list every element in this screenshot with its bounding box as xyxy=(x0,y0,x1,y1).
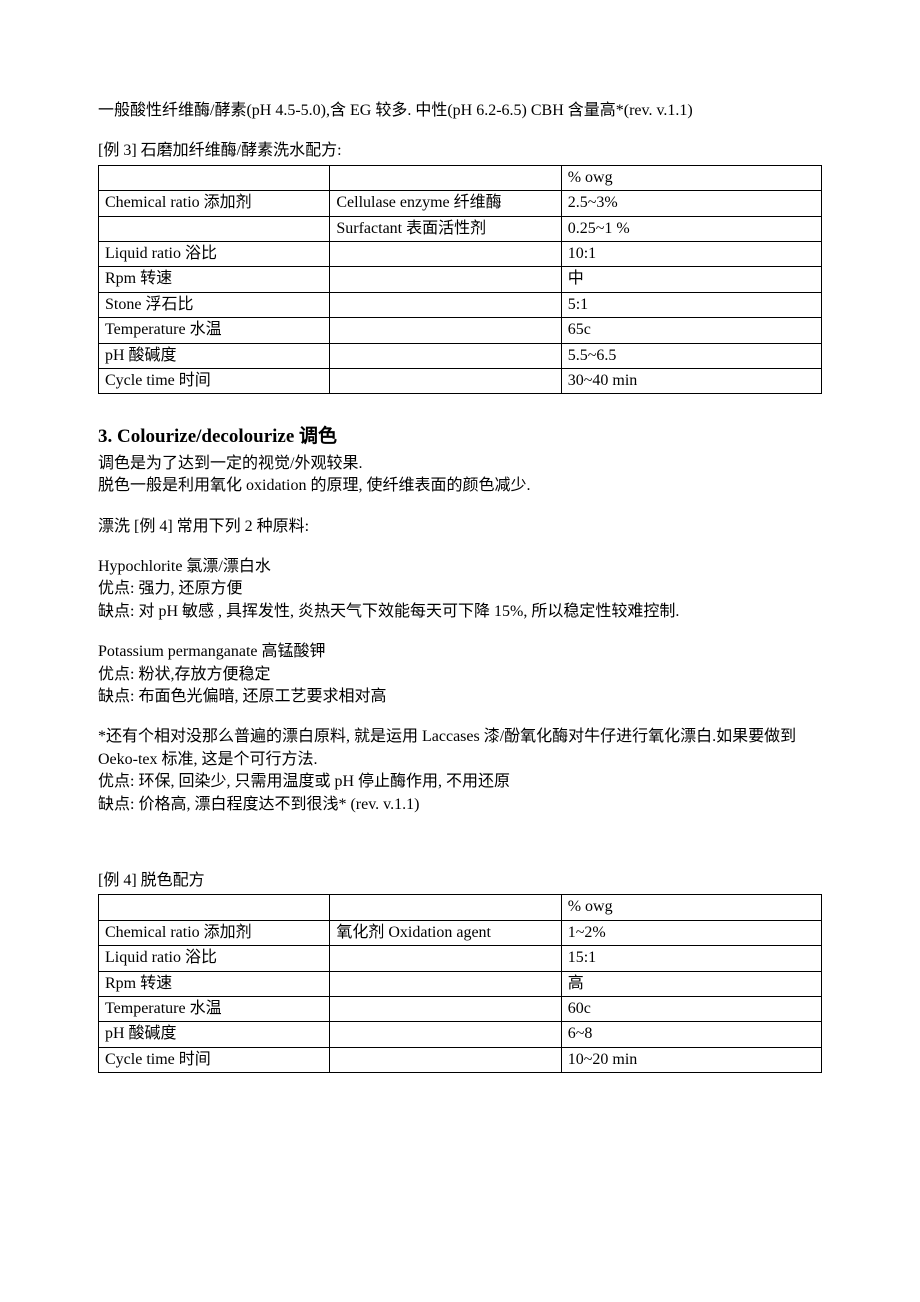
table-row: Temperature 水温 65c xyxy=(99,318,822,343)
table-cell: 5:1 xyxy=(561,292,821,317)
table-cell: Cycle time 时间 xyxy=(99,1047,330,1072)
table-cell xyxy=(330,165,561,190)
table-row: Chemical ratio 添加剂 Cellulase enzyme 纤维酶 … xyxy=(99,191,822,216)
table-cell: pH 酸碱度 xyxy=(99,343,330,368)
table-cell: Rpm 转速 xyxy=(99,971,330,996)
table-example3: % owg Chemical ratio 添加剂 Cellulase enzym… xyxy=(98,165,822,395)
hypo-title: Hypochlorite 氯漂/漂白水 xyxy=(98,556,822,578)
laccase-adv: 优点: 环保, 回染少, 只需用温度或 pH 停止酶作用, 不用还原 xyxy=(98,771,822,793)
table-cell xyxy=(330,241,561,266)
table-cell xyxy=(330,292,561,317)
table-row: Cycle time 时间 10~20 min xyxy=(99,1047,822,1072)
section3-p1: 调色是为了达到一定的视觉/外观较果. xyxy=(98,453,822,475)
table-cell xyxy=(330,318,561,343)
table-row: Temperature 水温 60c xyxy=(99,996,822,1021)
laccase-dis: 缺点: 价格高, 漂白程度达不到很浅* (rev. v.1.1) xyxy=(98,794,822,816)
table-row: Cycle time 时间 30~40 min xyxy=(99,368,822,393)
table-cell xyxy=(99,216,330,241)
table-row: % owg xyxy=(99,165,822,190)
table-row: Rpm 转速 高 xyxy=(99,971,822,996)
table-cell xyxy=(99,895,330,920)
table-cell xyxy=(99,165,330,190)
example3-title: [例 3] 石磨加纤维酶/酵素洗水配方: xyxy=(98,140,822,162)
table-cell: Cellulase enzyme 纤维酶 xyxy=(330,191,561,216)
table-row: % owg xyxy=(99,895,822,920)
table-cell: Surfactant 表面活性剂 xyxy=(330,216,561,241)
table-cell: Rpm 转速 xyxy=(99,267,330,292)
hypo-dis: 缺点: 对 pH 敏感 , 具挥发性, 炎热天气下效能每天可下降 15%, 所以… xyxy=(98,601,822,623)
table-cell xyxy=(330,946,561,971)
pp-dis: 缺点: 布面色光偏暗, 还原工艺要求相对高 xyxy=(98,686,822,708)
table-cell xyxy=(330,971,561,996)
table-cell: 氧化剂 Oxidation agent xyxy=(330,920,561,945)
table-row: Liquid ratio 浴比 10:1 xyxy=(99,241,822,266)
table-example4: % owg Chemical ratio 添加剂 氧化剂 Oxidation a… xyxy=(98,894,822,1073)
table-cell: 30~40 min xyxy=(561,368,821,393)
table-cell xyxy=(330,368,561,393)
section3-p2: 脱色一般是利用氧化 oxidation 的原理, 使纤维表面的颜色减少. xyxy=(98,475,822,497)
table-row: Chemical ratio 添加剂 氧化剂 Oxidation agent 1… xyxy=(99,920,822,945)
table-cell: 中 xyxy=(561,267,821,292)
table-row: Rpm 转速 中 xyxy=(99,267,822,292)
pp-adv: 优点: 粉状,存放方便稳定 xyxy=(98,664,822,686)
table-cell: 15:1 xyxy=(561,946,821,971)
table-cell: 1~2% xyxy=(561,920,821,945)
table-cell xyxy=(330,895,561,920)
table-cell: 0.25~1 % xyxy=(561,216,821,241)
table-cell: 10~20 min xyxy=(561,1047,821,1072)
table-cell: 高 xyxy=(561,971,821,996)
table-cell: 2.5~3% xyxy=(561,191,821,216)
table-cell: 5.5~6.5 xyxy=(561,343,821,368)
table-cell xyxy=(330,1047,561,1072)
section3-heading: 3. Colourize/decolourize 调色 xyxy=(98,424,822,451)
table-cell xyxy=(330,267,561,292)
table-cell: Liquid ratio 浴比 xyxy=(99,946,330,971)
intro-line: 一般酸性纤维酶/酵素(pH 4.5-5.0),含 EG 较多. 中性(pH 6.… xyxy=(98,100,822,122)
table-cell: 10:1 xyxy=(561,241,821,266)
table-cell: Liquid ratio 浴比 xyxy=(99,241,330,266)
laccase-p1: *还有个相对没那么普遍的漂白原料, 就是运用 Laccases 漆/酚氧化酶对牛… xyxy=(98,726,822,771)
table-cell: % owg xyxy=(561,895,821,920)
table-cell: Chemical ratio 添加剂 xyxy=(99,191,330,216)
table-row: Stone 浮石比 5:1 xyxy=(99,292,822,317)
table-cell: % owg xyxy=(561,165,821,190)
table-row: Surfactant 表面活性剂 0.25~1 % xyxy=(99,216,822,241)
table-cell xyxy=(330,1022,561,1047)
table-cell: Stone 浮石比 xyxy=(99,292,330,317)
table-cell: Temperature 水温 xyxy=(99,996,330,1021)
pp-title: Potassium permanganate 高锰酸钾 xyxy=(98,641,822,663)
bleach-intro: 漂洗 [例 4] 常用下列 2 种原料: xyxy=(98,516,822,538)
table-cell: 60c xyxy=(561,996,821,1021)
table-cell xyxy=(330,343,561,368)
hypo-adv: 优点: 强力, 还原方便 xyxy=(98,578,822,600)
table-cell: 6~8 xyxy=(561,1022,821,1047)
example4-title: [例 4] 脱色配方 xyxy=(98,870,822,892)
table-cell: 65c xyxy=(561,318,821,343)
table-cell xyxy=(330,996,561,1021)
table-row: pH 酸碱度 5.5~6.5 xyxy=(99,343,822,368)
table-row: pH 酸碱度 6~8 xyxy=(99,1022,822,1047)
table-cell: Chemical ratio 添加剂 xyxy=(99,920,330,945)
table-cell: pH 酸碱度 xyxy=(99,1022,330,1047)
table-row: Liquid ratio 浴比 15:1 xyxy=(99,946,822,971)
table-cell: Cycle time 时间 xyxy=(99,368,330,393)
table-cell: Temperature 水温 xyxy=(99,318,330,343)
